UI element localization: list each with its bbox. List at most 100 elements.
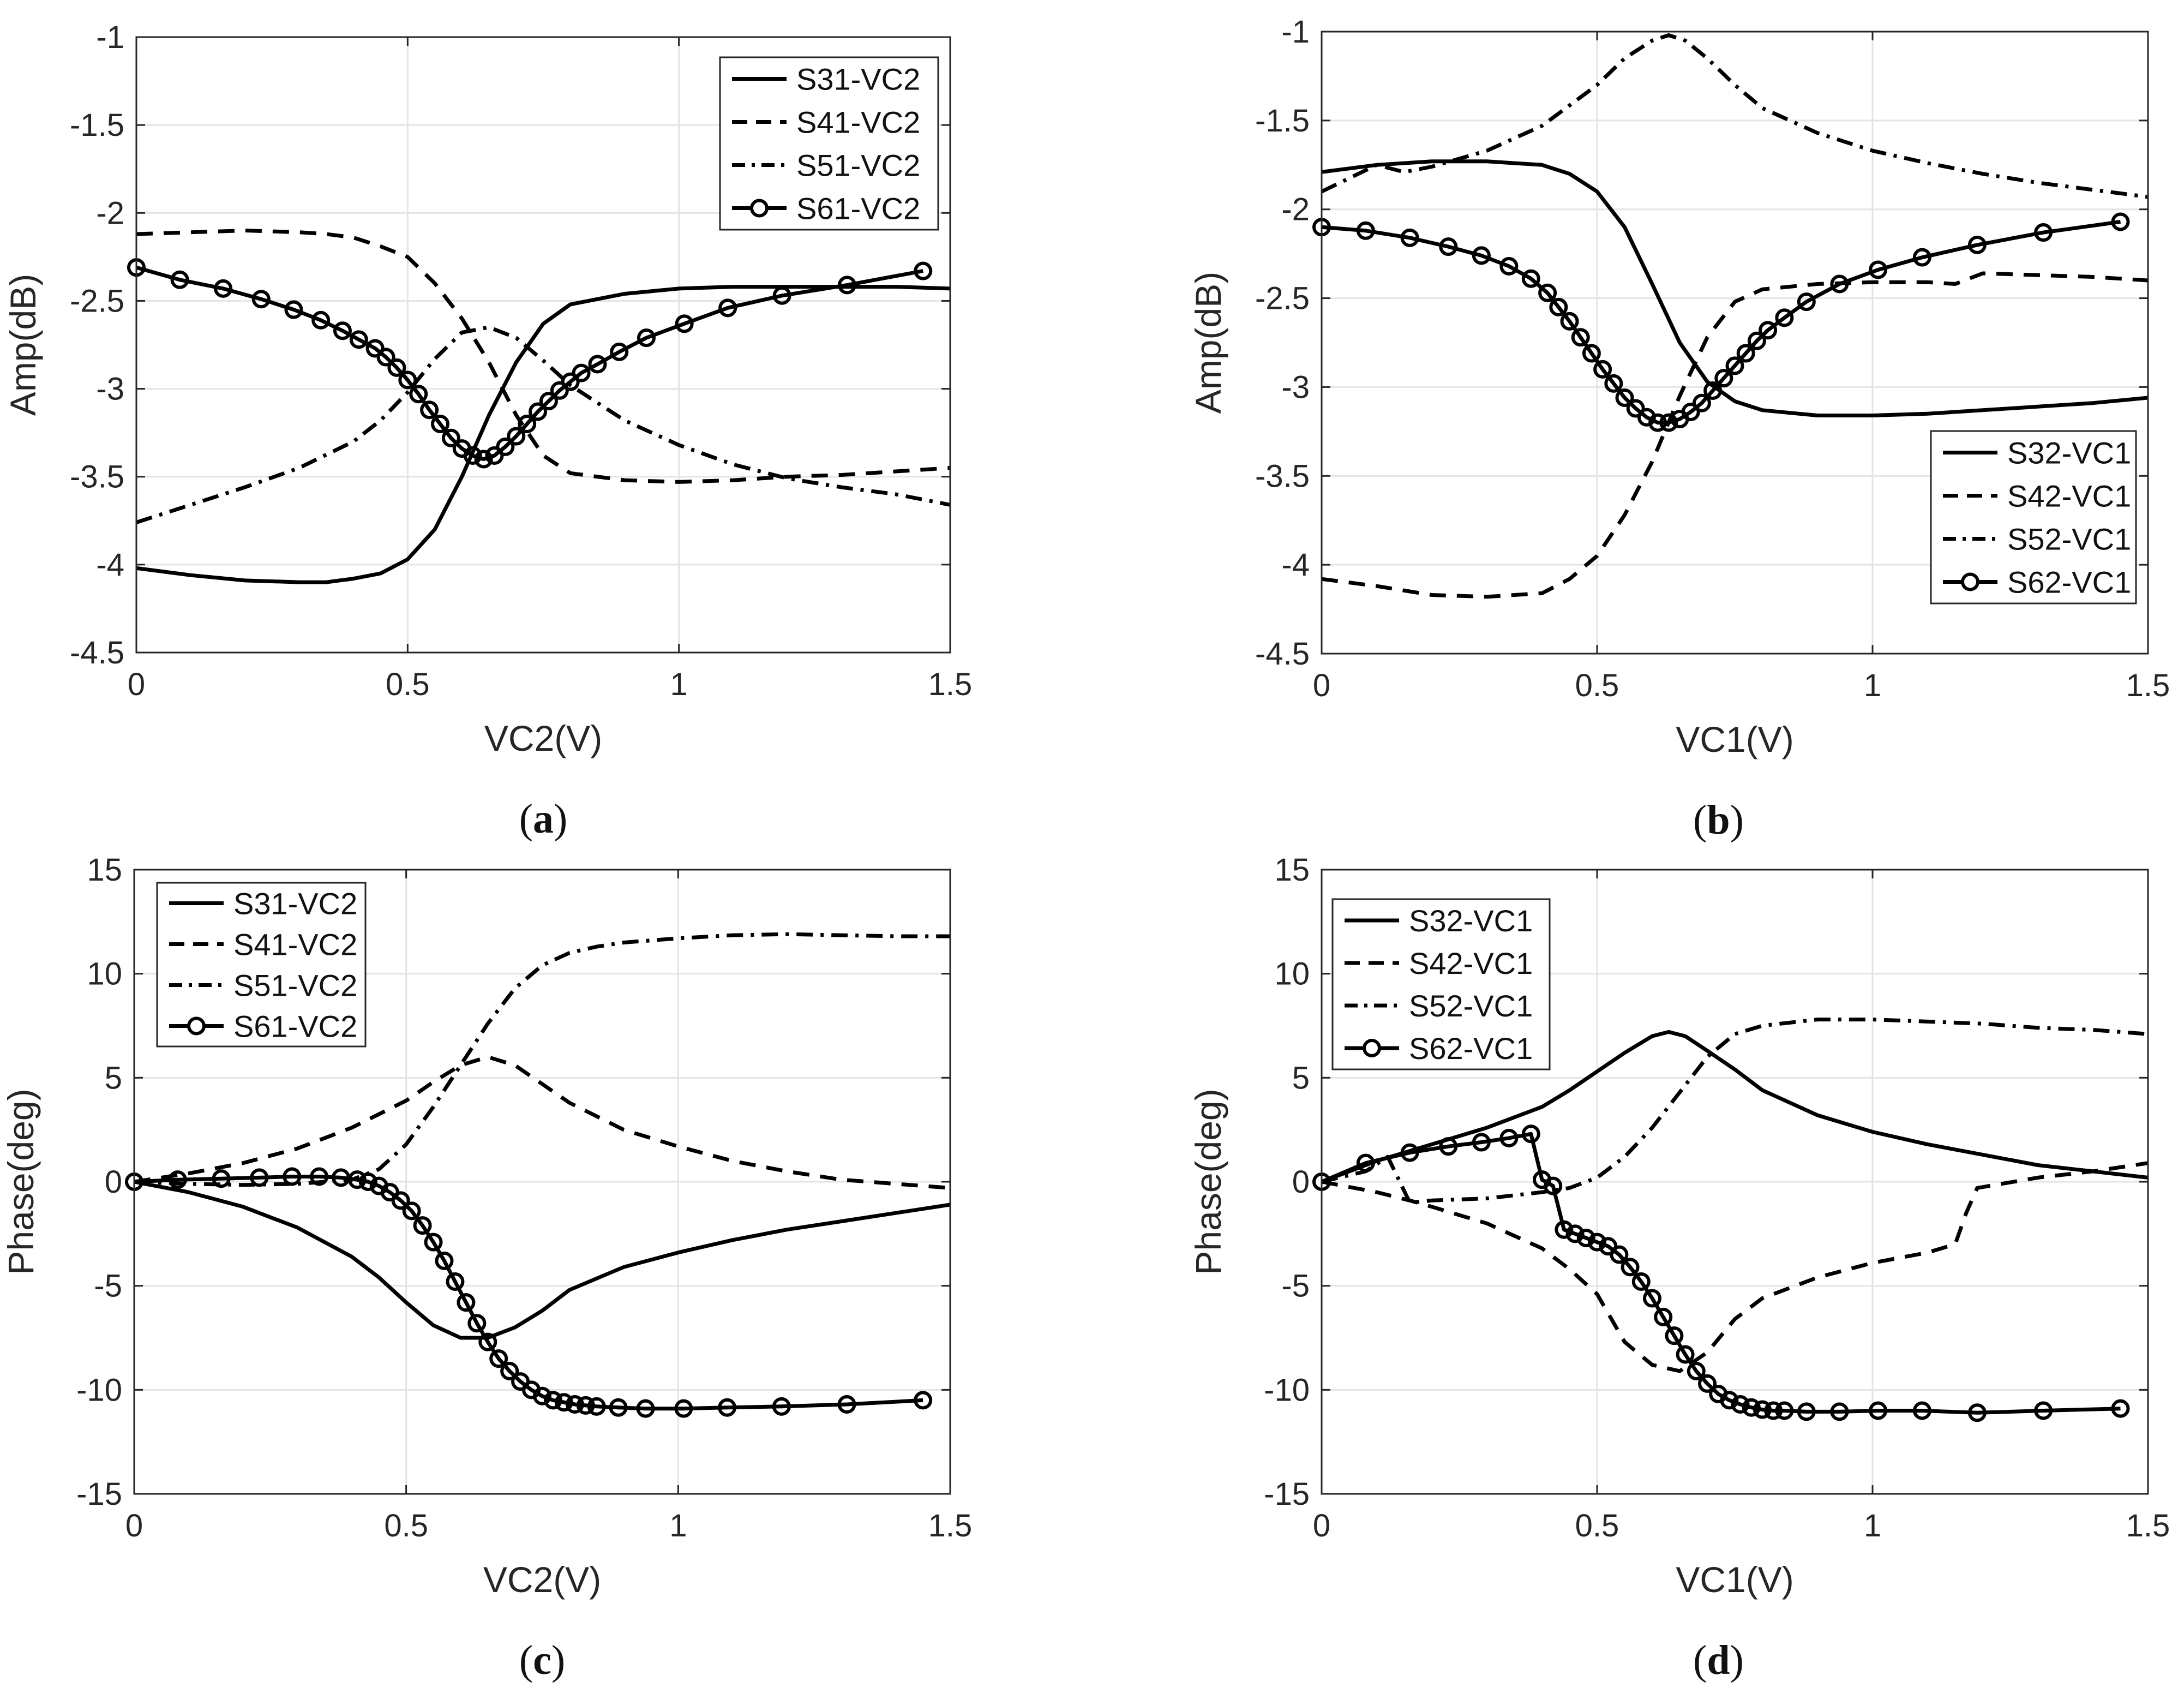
legend-label: S32-VC1	[2007, 436, 2131, 470]
y-tick-label: -10	[76, 1372, 122, 1408]
series-s61-vc2-marker	[435, 1251, 454, 1270]
series-s61-vc2-marker	[485, 446, 504, 465]
x-tick-label: 1.5	[928, 1508, 973, 1544]
series-s62-vc1-marker	[1400, 228, 1419, 247]
legend-label: S42-VC1	[2007, 479, 2131, 513]
series-s61-vc2-marker	[478, 1332, 497, 1351]
series-s62-vc1-marker	[1571, 328, 1590, 347]
x-tick-label: 1	[1864, 668, 1881, 703]
series-s41-vc2-line	[134, 1055, 950, 1190]
legend-marker-s62-vc1	[1363, 1039, 1381, 1057]
x-tick-label: 0	[128, 667, 145, 702]
y-tick-label: -4	[96, 547, 124, 583]
legend-marker-s62-vc1	[1961, 572, 1979, 591]
series-s62-vc1-marker	[1830, 1402, 1849, 1421]
series-s62-vc1-marker	[1544, 1176, 1563, 1195]
y-tick-label: -3.5	[1255, 458, 1310, 494]
y-tick-label: -1	[1281, 14, 1310, 50]
series-s61-vc2-marker	[637, 328, 656, 348]
series-s62-vc1-marker	[1472, 246, 1491, 265]
series-s62-vc1-marker	[2111, 212, 2130, 231]
y-tick-label: -4.5	[70, 635, 124, 671]
series-s61-vc2-marker	[561, 372, 580, 391]
series-s61-vc2-marker	[387, 358, 406, 377]
series-s61-vc2-marker	[420, 400, 439, 420]
caption-close: )	[551, 1637, 565, 1683]
series-s41-vc2-line	[136, 229, 950, 484]
series-s62-vc1-marker	[1725, 356, 1744, 375]
series-s61-vc2-marker	[718, 1398, 737, 1417]
legend-label: S41-VC2	[233, 928, 357, 962]
series-s61-vc2-marker	[914, 1391, 933, 1410]
legend-label: S62-VC1	[2007, 565, 2131, 600]
y-axis-label: Amp(dB)	[3, 274, 43, 416]
y-axis-label: Phase(deg)	[1188, 1088, 1228, 1275]
series-s62-vc1-marker	[1797, 1402, 1816, 1421]
caption-letter: c	[533, 1637, 551, 1683]
series-s62-vc1-marker	[1538, 283, 1557, 302]
axes-frame	[135, 36, 951, 654]
y-tick-label: 0	[1292, 1164, 1310, 1200]
y-tick-label: -1.5	[1255, 103, 1310, 139]
y-tick-label: -10	[1264, 1372, 1310, 1408]
series-s61-vc2-marker	[587, 1397, 606, 1416]
x-tick-label: 1.5	[928, 667, 973, 702]
y-tick-label: -5	[1281, 1269, 1310, 1304]
series-s62-vc1-marker	[1703, 381, 1723, 400]
series-s62-vc1-marker	[1687, 1362, 1706, 1381]
series-s62-vc1-marker	[1499, 1128, 1519, 1147]
series-s62-vc1-marker	[1764, 1401, 1783, 1420]
legend: S32-VC1 S42-VC1 S52-VC1 S62-VC1	[1331, 898, 1551, 1070]
y-tick-label: 5	[105, 1060, 122, 1096]
legend-label: S61-VC2	[796, 192, 920, 226]
series-s61-vc2-marker	[550, 381, 569, 400]
series-s61-vc2-marker	[576, 1396, 595, 1415]
series-s62-vc1-marker	[1521, 1124, 1540, 1144]
x-axis-label: VC1(V)	[1676, 1559, 1793, 1600]
series-s61-vc2-marker	[424, 1233, 443, 1252]
series-s31-vc2-line	[136, 285, 950, 584]
series-s61-vc2-marker	[565, 1395, 584, 1414]
series-s62-vc1-marker	[1775, 308, 1794, 327]
series-s52-vc1-line	[1322, 33, 2148, 199]
x-tick-label: 1.5	[2126, 1508, 2170, 1544]
series-s61-vc2-marker	[463, 446, 482, 465]
y-tick-label: -3.5	[70, 459, 124, 495]
series-s62-vc1-marker	[1912, 248, 1931, 267]
series-s61-vc2-marker	[251, 290, 271, 309]
y-tick-label: 10	[1274, 956, 1310, 992]
series-s62-vc1-marker	[2111, 1399, 2130, 1418]
y-tick-label: -1.5	[70, 107, 124, 143]
series-s62-vc1-marker	[1593, 360, 1612, 379]
y-tick-label: 15	[1274, 852, 1310, 888]
x-tick-label: 0.5	[1575, 668, 1619, 703]
x-tick-label: 0.5	[1575, 1508, 1619, 1544]
series-s62-vc1-marker	[1400, 1143, 1419, 1162]
series-s61-vc2-marker	[347, 1170, 367, 1189]
y-tick-label: -3	[1281, 369, 1310, 405]
x-tick-label: 1.5	[2126, 668, 2170, 703]
series-s61-vc2-marker	[588, 355, 607, 374]
caption-close: )	[554, 796, 567, 842]
panel-a: 0 0.5 1 1.5 -4.5 -4 -3.5 -3 -2.5 -2 -1.5 -1 VC2(V) Am…	[3, 20, 972, 842]
series-s62-vc1-marker	[1560, 312, 1579, 331]
legend-label: S52-VC1	[2007, 522, 2131, 557]
series-s62-vc1-marker	[1565, 1224, 1585, 1243]
series-s61-vc2-marker	[311, 310, 331, 330]
series-s61-vc2-marker	[572, 363, 591, 382]
series-s61-vc2-marker	[636, 1399, 655, 1418]
caption-close: )	[1730, 1637, 1744, 1683]
axes-frame	[1321, 31, 2149, 655]
series-s62-vc1-marker	[2034, 223, 2053, 242]
series-s62-vc1-marker	[1576, 1228, 1595, 1247]
series-s62-vc1-marker	[1759, 321, 1778, 340]
y-tick-label: 10	[87, 956, 122, 992]
caption-letter: b	[1707, 797, 1730, 843]
panel-caption: (a)	[519, 796, 568, 842]
series-s52-vc1-line	[1322, 1018, 2148, 1205]
series-s61-vc2-marker	[474, 450, 493, 469]
caption-open: (	[519, 1637, 533, 1683]
series-s61-vc2-marker	[539, 392, 558, 411]
series-s61-vc2-marker	[718, 298, 737, 318]
